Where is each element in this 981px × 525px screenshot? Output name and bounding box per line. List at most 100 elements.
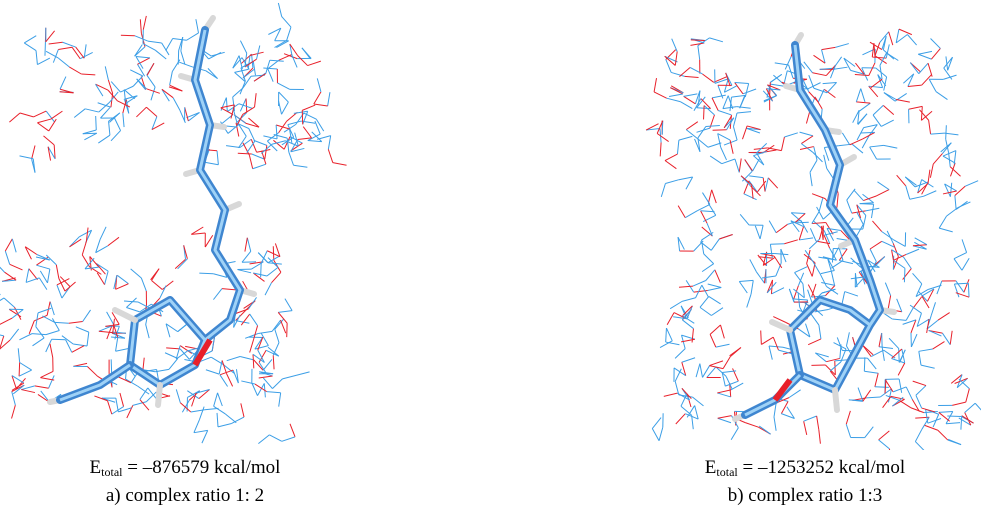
wire-bond — [269, 435, 281, 441]
wire-bond — [666, 328, 667, 342]
wire-bond — [936, 92, 947, 100]
wire-bond — [661, 183, 665, 196]
wire-bond — [328, 136, 330, 150]
wire-bond — [784, 240, 797, 244]
wire-bond — [247, 141, 255, 153]
wire-bond — [871, 79, 882, 87]
wire-bond — [288, 121, 302, 125]
wire-bond — [259, 376, 273, 378]
wire-bond — [308, 61, 321, 65]
wire-bond — [140, 19, 141, 33]
wire-bond — [811, 314, 819, 325]
wire-bond — [700, 364, 703, 378]
wire-bond — [279, 55, 292, 61]
wire-bond — [0, 298, 4, 305]
wire-bond — [135, 36, 148, 41]
wire-bond — [282, 17, 291, 28]
wire-bond — [308, 141, 322, 142]
wire-bond — [712, 190, 717, 203]
wire-bond — [240, 41, 246, 54]
wire-bond — [179, 62, 192, 67]
wire-bond — [804, 416, 817, 421]
panel-caption: a) complex ratio 1: 2 — [0, 484, 385, 507]
wire-bond — [827, 82, 837, 92]
wire-bond — [910, 196, 924, 199]
wire-bond — [33, 338, 45, 346]
wire-bond — [918, 51, 932, 54]
wire-bond — [879, 440, 890, 449]
wire-bond — [155, 50, 166, 59]
energy-value: = –1253252 kcal/mol — [742, 457, 905, 478]
wire-bond — [109, 113, 120, 121]
wire-bond — [846, 424, 850, 437]
wire-bond — [328, 92, 330, 106]
wire-bond — [233, 88, 243, 97]
wire-bond — [69, 67, 81, 74]
wire-bond — [63, 42, 76, 47]
wire-bond — [881, 120, 893, 126]
wire-bond — [36, 327, 44, 338]
wire-bond — [784, 133, 797, 137]
wire-bond — [245, 59, 257, 67]
wire-bond — [694, 99, 701, 111]
wire-bond — [903, 257, 911, 269]
wire-bond — [294, 165, 308, 167]
wire-bond — [275, 40, 287, 47]
wire-bond — [784, 71, 787, 85]
wire-bond — [706, 270, 715, 281]
wire-bond — [775, 63, 789, 65]
wire-bond — [679, 177, 693, 180]
wire-bond — [946, 411, 953, 423]
wire-bond — [700, 296, 709, 307]
wire-bond — [175, 259, 185, 268]
wire-bond — [868, 358, 877, 369]
wire-bond — [268, 69, 273, 82]
wire-bond — [883, 105, 894, 114]
wire-bond — [753, 159, 760, 171]
wire-bond — [903, 74, 913, 83]
wire-bond — [885, 283, 890, 296]
wire-bond — [693, 397, 704, 406]
wire-bond — [799, 227, 803, 240]
wire-bond — [296, 372, 310, 376]
wire-bond — [801, 136, 813, 144]
wire-bond — [735, 83, 749, 84]
wire-bond — [194, 420, 199, 433]
wire-bond — [819, 198, 823, 212]
wire-bond — [877, 190, 890, 196]
wire-bond — [810, 228, 816, 241]
wire-bond — [99, 331, 113, 332]
wire-bond — [950, 183, 951, 197]
wire-bond — [710, 156, 722, 164]
wire-bond — [272, 379, 282, 389]
wire-bond — [889, 32, 893, 45]
wire-bond — [265, 283, 271, 295]
wire-bond — [162, 281, 173, 290]
wire-bond — [813, 152, 823, 162]
wire-bond — [847, 189, 855, 200]
wire-bond — [687, 306, 692, 319]
wire-bond — [147, 63, 154, 75]
wire-bond — [968, 283, 969, 297]
wire-bond — [199, 273, 213, 274]
wire-bond — [277, 83, 289, 89]
wire-bond — [922, 296, 929, 308]
wire-bond — [877, 182, 889, 190]
wire-bond — [921, 365, 935, 368]
wire-bond — [723, 357, 730, 369]
wire-bond — [711, 239, 719, 250]
wire-bond — [883, 396, 891, 407]
wire-bond — [872, 221, 881, 232]
wire-bond — [263, 68, 277, 69]
wire-bond — [213, 274, 227, 278]
wire-bond — [954, 253, 967, 259]
wire-bond — [185, 107, 189, 121]
wire-bond — [37, 58, 49, 64]
wire-bond — [247, 238, 250, 252]
wire-bond — [733, 127, 737, 141]
wire-bond — [700, 242, 711, 251]
wire-bond — [921, 111, 932, 120]
wire-bond — [906, 308, 913, 320]
wire-bond — [704, 254, 714, 264]
wire-bond — [870, 42, 882, 49]
